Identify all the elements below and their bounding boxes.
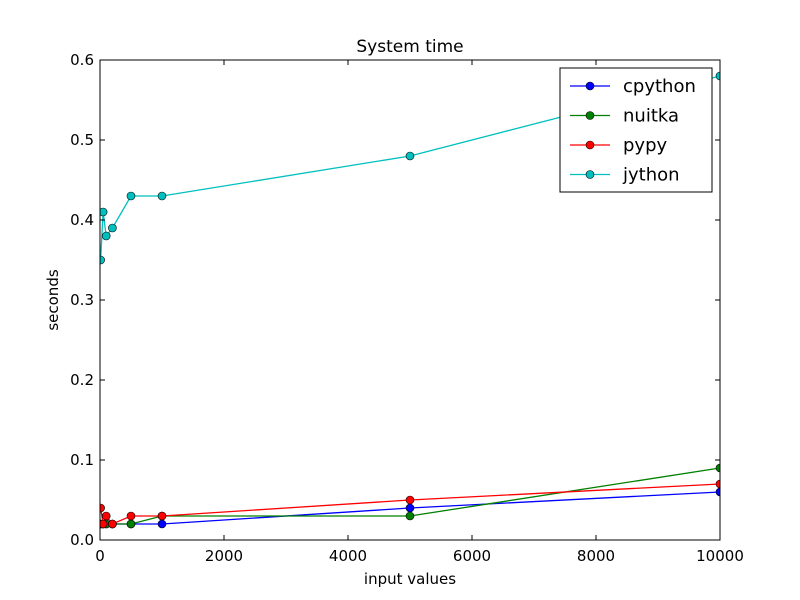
legend: cpython nuitka pypy jython	[559, 67, 713, 193]
data-point-cpython	[715, 487, 720, 497]
data-point-cpython	[157, 519, 167, 529]
chart-title: System time	[356, 37, 463, 57]
plot-area: 0 2000 4000 6000 8000 10000 0.0 0.1 0.2 0.3 0.4 0.5…	[70, 51, 744, 565]
data-point-pypy	[100, 519, 108, 529]
series-pypy	[100, 479, 720, 529]
y-tick-label: 0.4	[70, 211, 94, 229]
x-axis-label: input values	[364, 570, 456, 588]
ticks-layer: 0 2000 4000 6000 8000 10000 0.0 0.1 0.2 0.3 0.4 0.5…	[70, 51, 744, 565]
data-point-pypy	[157, 511, 167, 521]
data-point-jython	[108, 223, 117, 233]
x-tick-label: 6000	[453, 547, 491, 565]
legend-box	[559, 67, 713, 193]
data-point-pypy	[405, 495, 415, 505]
data-point-pypy	[126, 511, 136, 521]
data-point-jython	[157, 191, 167, 201]
data-point-pypy	[715, 479, 720, 489]
y-tick-label: 0.2	[70, 371, 94, 389]
series-layer	[100, 71, 720, 529]
legend-label-jython: jython	[622, 165, 680, 186]
data-point-jython	[100, 255, 105, 265]
data-point-nuitka	[126, 519, 136, 529]
legend-label-cpython: cpython	[623, 76, 696, 97]
y-tick-label: 0.3	[70, 291, 94, 309]
y-axis-label: seconds	[44, 269, 62, 330]
y-tick-label: 0.6	[70, 51, 94, 69]
data-point-jython	[405, 151, 415, 161]
x-tick-label: 10000	[696, 547, 744, 565]
data-point-jython	[715, 71, 720, 81]
data-point-nuitka	[715, 463, 720, 473]
legend-marker-jython	[585, 170, 595, 179]
data-point-cpython	[405, 503, 415, 513]
y-tick-label: 0.1	[70, 451, 94, 469]
data-point-pypy	[108, 519, 117, 529]
series-jython	[100, 71, 720, 265]
x-tick-label: 0	[95, 547, 105, 565]
data-point-jython	[101, 231, 111, 241]
data-point-pypy	[101, 511, 111, 521]
legend-marker-nuitka	[585, 111, 595, 120]
y-tick-label: 0.0	[70, 531, 94, 549]
data-point-jython	[126, 191, 136, 201]
data-point-pypy	[100, 503, 105, 513]
x-tick-label: 4000	[329, 547, 367, 565]
legend-label-pypy: pypy	[623, 135, 668, 156]
y-tick-label: 0.5	[70, 131, 94, 149]
legend-marker-pypy	[585, 140, 595, 150]
x-tick-label: 2000	[205, 547, 243, 565]
data-point-jython	[100, 207, 108, 217]
x-tick-label: 8000	[577, 547, 615, 565]
legend-marker-cpython	[585, 81, 595, 91]
legend-label-nuitka: nuitka	[623, 106, 679, 127]
data-point-nuitka	[405, 511, 415, 521]
